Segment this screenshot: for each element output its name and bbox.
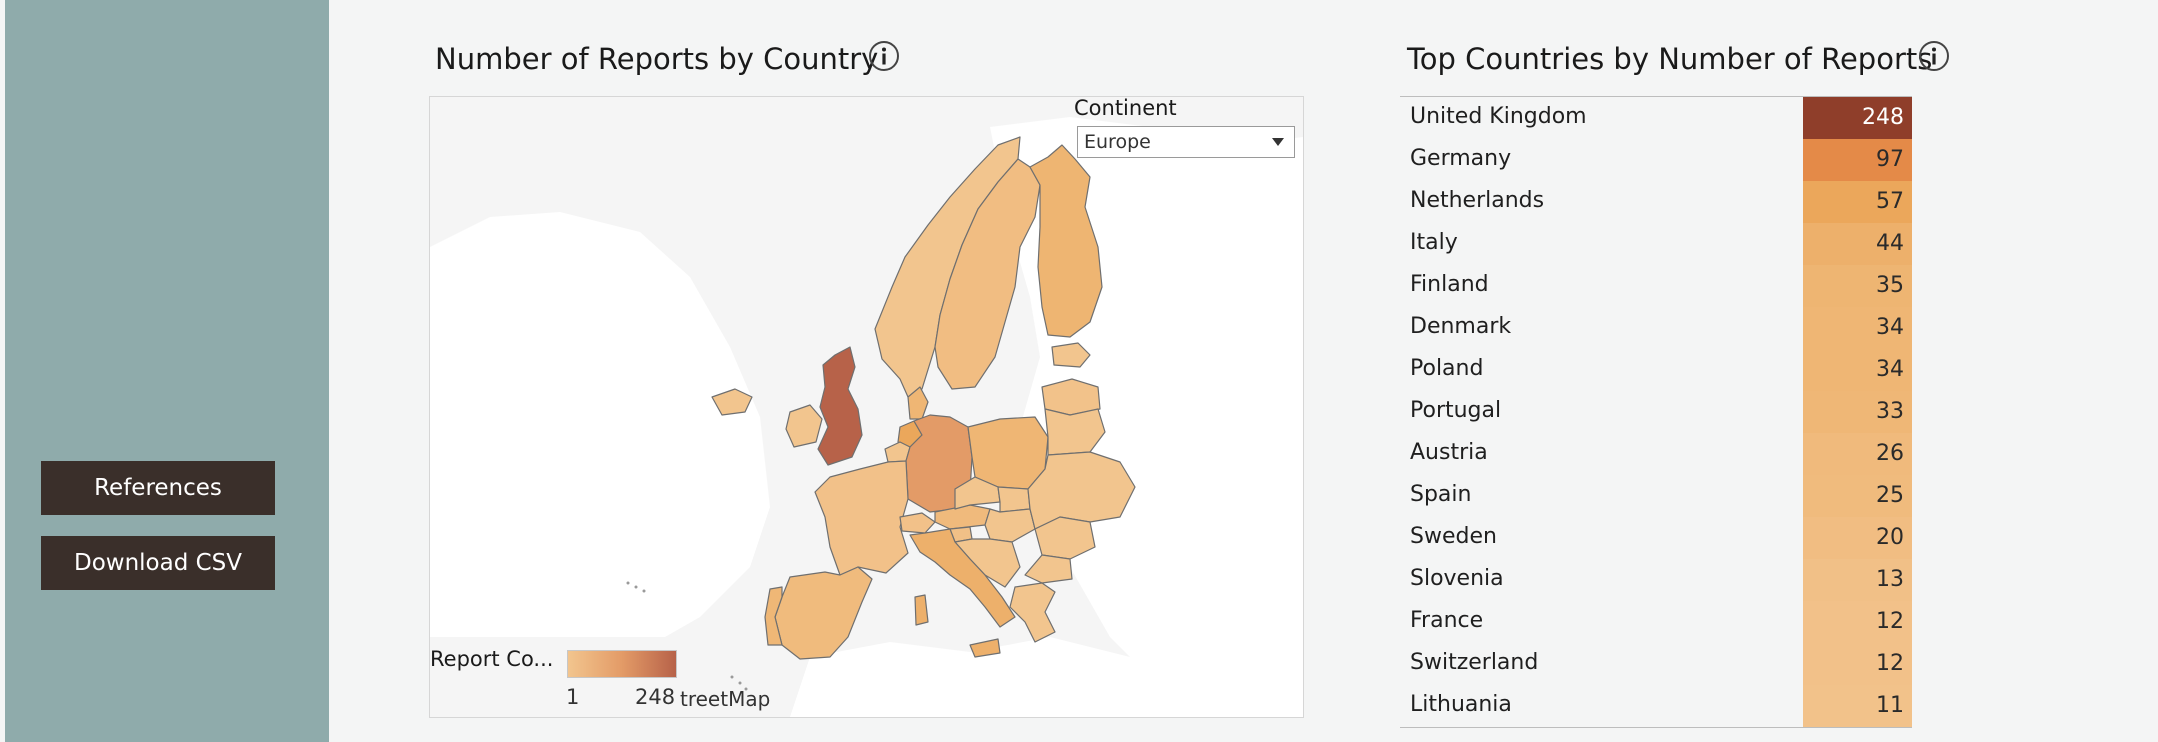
report-count: 11 (1803, 685, 1912, 727)
report-count: 97 (1803, 139, 1912, 181)
table-row[interactable]: Slovenia 13 (1400, 559, 1912, 601)
table-info-icon[interactable] (1918, 40, 1950, 72)
table-row[interactable]: France 12 (1400, 601, 1912, 643)
legend-color-ramp (567, 650, 677, 678)
country-italy (909, 528, 1016, 628)
report-count: 12 (1803, 643, 1912, 685)
report-count: 20 (1803, 517, 1912, 559)
table-row[interactable]: Poland 34 (1400, 349, 1912, 391)
report-count: 12 (1803, 601, 1912, 643)
report-count: 26 (1803, 433, 1912, 475)
table-row[interactable]: Netherlands 57 (1400, 181, 1912, 223)
report-count: 33 (1803, 391, 1912, 433)
sidebar: References Download CSV (5, 0, 329, 742)
country-name: Slovenia (1410, 566, 1504, 591)
legend-title: Report Co... (430, 647, 554, 671)
table-row[interactable]: Portugal 33 (1400, 391, 1912, 433)
country-name: France (1410, 608, 1484, 633)
country-slovakia (997, 486, 1031, 513)
map-title: Number of Reports by Country (435, 42, 879, 76)
legend-max: 248 (635, 685, 676, 709)
table-row[interactable]: Denmark 34 (1400, 307, 1912, 349)
country-switzerland (899, 512, 936, 534)
country-name: Poland (1410, 356, 1484, 381)
country-name: Spain (1410, 482, 1472, 507)
country-name: Switzerland (1410, 650, 1539, 675)
report-count: 44 (1803, 223, 1912, 265)
continent-filter-select[interactable]: Europe (1077, 126, 1295, 158)
country-name: Austria (1410, 440, 1488, 465)
europe-map[interactable]: Report Co... 1 248 treetMap (429, 96, 1304, 718)
map-info-icon[interactable] (868, 40, 900, 72)
table-row[interactable]: Germany 97 (1400, 139, 1912, 181)
country-name: Italy (1410, 230, 1458, 255)
report-count: 35 (1803, 265, 1912, 307)
table-row[interactable]: Finland 35 (1400, 265, 1912, 307)
references-button[interactable]: References (41, 461, 275, 515)
map-canvas (430, 117, 1303, 717)
country-name: Sweden (1410, 524, 1497, 549)
country-lithuania (1041, 378, 1101, 416)
country-hungary (984, 508, 1036, 543)
country-denmark (907, 386, 929, 420)
report-count: 13 (1803, 559, 1912, 601)
top-countries-table: United Kingdom 248 Germany 97 Netherlands 5… (1400, 96, 1912, 728)
country-bulgaria (1024, 554, 1073, 584)
country-sicily (969, 638, 1001, 658)
country-poland (967, 416, 1049, 490)
country-spain (774, 566, 873, 660)
country-name: Germany (1410, 146, 1512, 171)
window-edge (0, 0, 5, 742)
country-sweden (934, 158, 1041, 390)
continent-filter-label: Continent (1074, 96, 1177, 120)
country-france (814, 460, 909, 576)
table-row[interactable]: Sweden 20 (1400, 517, 1912, 559)
map-attribution[interactable]: treetMap (680, 687, 771, 711)
table-title: Top Countries by Number of Reports (1407, 42, 1933, 76)
country-name: Netherlands (1410, 188, 1545, 213)
download-csv-button[interactable]: Download CSV (41, 536, 275, 590)
country-uk (817, 346, 863, 466)
country-finland (1029, 144, 1103, 338)
report-count: 34 (1803, 349, 1912, 391)
chevron-down-icon (1272, 138, 1284, 146)
country-estonia (1051, 342, 1091, 368)
report-count: 25 (1803, 475, 1912, 517)
table-row[interactable]: Switzerland 12 (1400, 643, 1912, 685)
report-count: 57 (1803, 181, 1912, 223)
country-greece (1009, 582, 1056, 643)
country-name: United Kingdom (1410, 104, 1587, 129)
country-ireland (785, 404, 823, 448)
table-row[interactable]: Spain 25 (1400, 475, 1912, 517)
greenland-landmass (430, 212, 770, 677)
table-row[interactable]: Italy 44 (1400, 223, 1912, 265)
continent-filter-value: Europe (1084, 131, 1151, 153)
table-row[interactable]: Lithuania 11 (1400, 685, 1912, 727)
country-sardinia (914, 594, 929, 626)
country-name: Denmark (1410, 314, 1512, 339)
legend-min: 1 (566, 685, 580, 709)
report-count: 248 (1803, 97, 1912, 139)
table-row[interactable]: Austria 26 (1400, 433, 1912, 475)
country-name: Lithuania (1410, 692, 1512, 717)
country-name: Portugal (1410, 398, 1502, 423)
country-name: Finland (1410, 272, 1489, 297)
country-belarus (1044, 408, 1106, 456)
report-count: 34 (1803, 307, 1912, 349)
africa-landmass (790, 637, 1210, 717)
country-iceland (711, 388, 753, 416)
country-portugal (764, 586, 783, 646)
map-legend: Report Co... 1 248 (430, 637, 680, 717)
table-row[interactable]: United Kingdom 248 (1400, 97, 1912, 139)
